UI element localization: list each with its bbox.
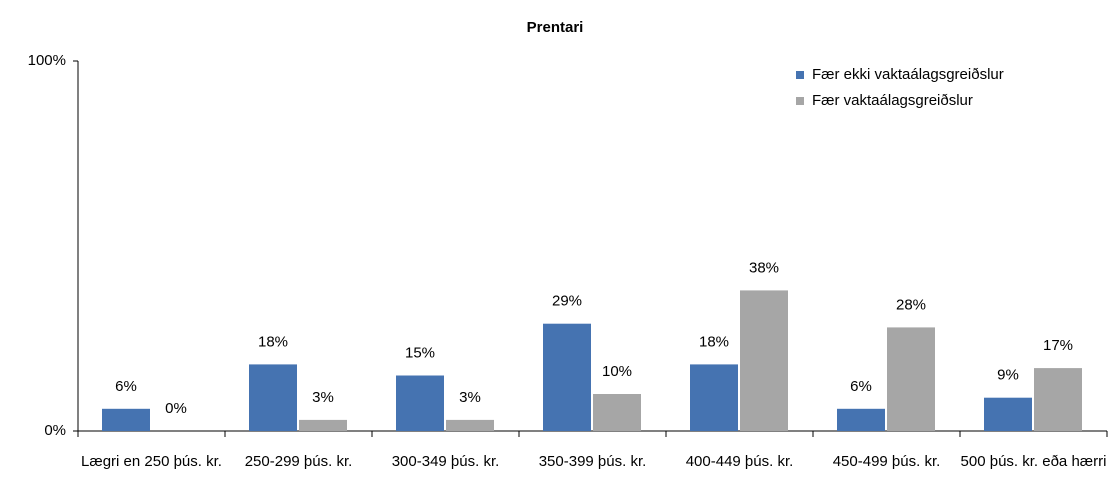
data-label: 10% [602,363,632,380]
data-label: 6% [115,378,137,395]
x-tick-label: Lægri en 250 þús. kr. [81,453,222,470]
x-tick-label: 400-449 þús. kr. [685,453,794,470]
bar [102,408,150,431]
legend-swatch [796,97,804,105]
data-label: 28% [896,296,926,313]
x-tick-label: 450-499 þús. kr. [832,453,941,470]
data-label: 0% [165,400,187,417]
data-label: 29% [552,293,582,310]
data-label: 38% [749,259,779,276]
bar [593,394,641,431]
x-tick-label: 300-349 þús. kr. [391,453,500,470]
bar [887,327,935,431]
bar [1034,368,1082,431]
chart-title: Prentari [527,19,584,36]
legend-label: Fær vaktaálagsgreiðslur [812,92,973,109]
data-label: 17% [1043,337,1073,354]
bar [543,323,591,431]
bar [837,408,885,431]
x-tick-label: 350-399 þús. kr. [538,453,647,470]
legend-swatch [796,71,804,79]
x-tick-label: 250-299 þús. kr. [244,453,353,470]
bar [299,419,347,431]
bar [984,397,1032,431]
data-label: 3% [459,389,481,406]
x-tick-label: 500 þús. kr. eða hærri [960,453,1107,470]
data-label: 6% [850,378,872,395]
y-tick-label: 0% [44,422,66,439]
bar [740,290,788,431]
bar [690,364,738,431]
data-label: 18% [258,333,288,350]
bar [446,419,494,431]
y-tick-label: 100% [28,52,66,69]
data-label: 18% [699,333,729,350]
data-label: 3% [312,389,334,406]
bar [396,375,444,431]
legend-label: Fær ekki vaktaálagsgreiðslur [812,66,1004,83]
data-label: 15% [405,344,435,361]
bar [249,364,297,431]
data-label: 9% [997,367,1019,384]
